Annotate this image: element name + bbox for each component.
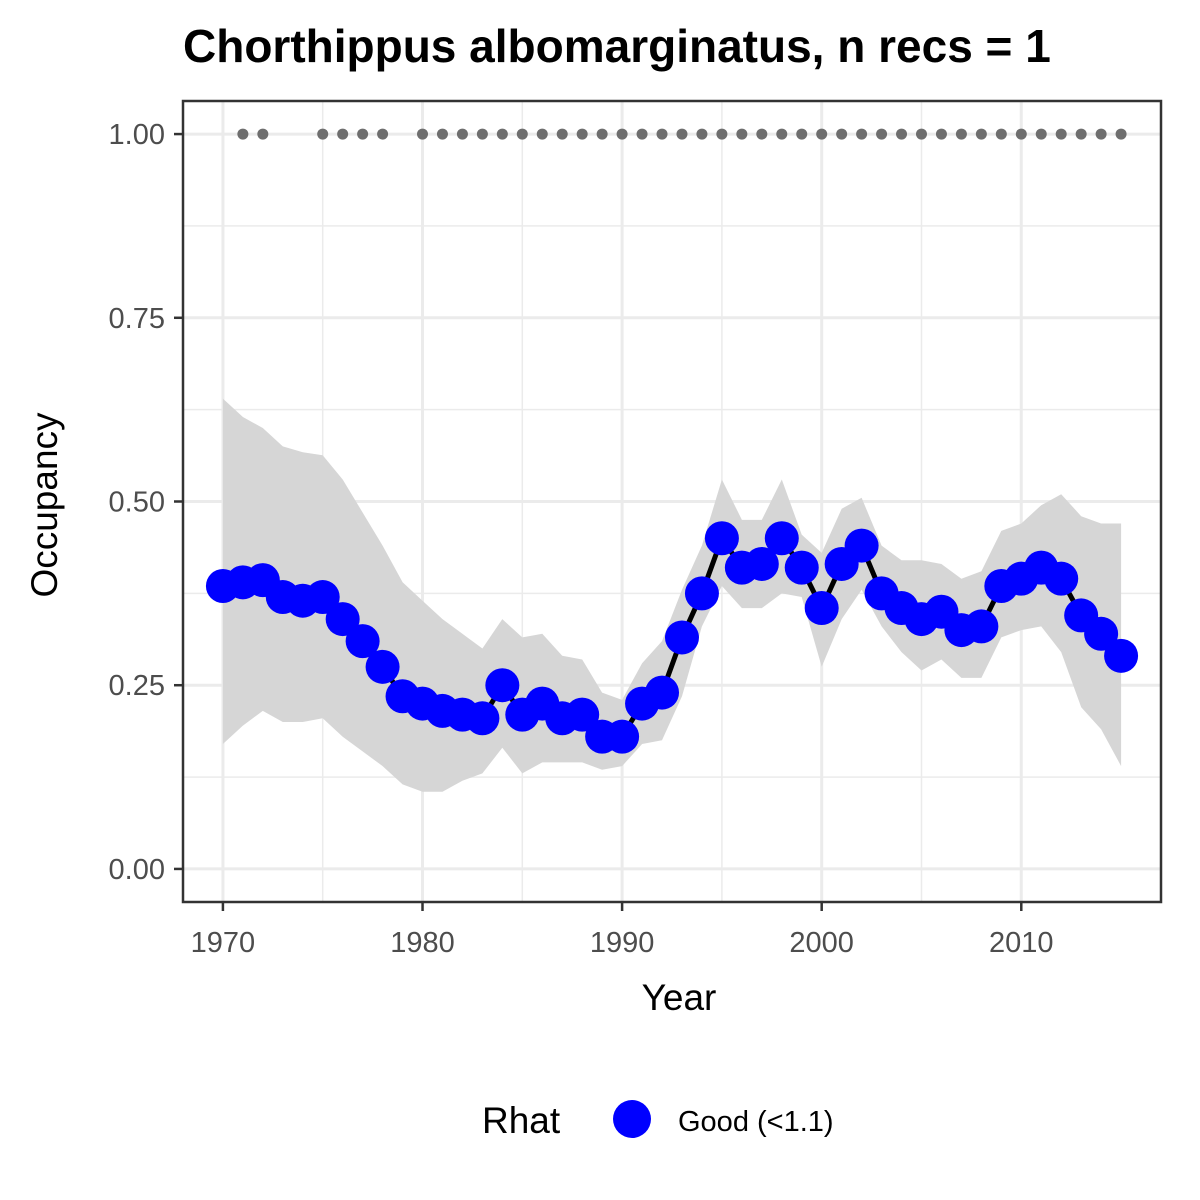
y-tick-label: 0.25 [109, 670, 165, 702]
record-point [1115, 128, 1127, 140]
record-point [756, 128, 768, 140]
record-point [1035, 128, 1047, 140]
occupancy-point [305, 580, 340, 615]
record-point [716, 128, 728, 140]
x-tick-label: 1970 [191, 927, 256, 959]
occupancy-point [804, 591, 839, 626]
x-axis-ticks: 1970 1980 1990 2000 2010 [191, 902, 1054, 959]
occupancy-point [345, 624, 380, 659]
occupancy-point [664, 620, 699, 655]
occupancy-point [645, 675, 680, 710]
record-point [776, 128, 788, 140]
legend-label-good: Good (<1.1) [678, 1106, 834, 1138]
record-point [636, 128, 648, 140]
record-point [1055, 128, 1067, 140]
records-points [237, 128, 1127, 140]
record-point [516, 128, 528, 140]
record-point [676, 128, 688, 140]
occupancy-point [325, 602, 360, 637]
occupancy-point [844, 528, 879, 563]
record-point [856, 128, 868, 140]
legend: Rhat Good (<1.1) [482, 1100, 834, 1141]
chart-title: Chorthippus albomarginatus, n recs = 1 [183, 20, 1051, 72]
occupancy-point [1044, 561, 1079, 596]
record-point [436, 128, 448, 140]
record-point [337, 128, 349, 140]
record-point [357, 128, 369, 140]
record-point [237, 128, 249, 140]
record-point [377, 128, 389, 140]
occupancy-point [485, 668, 520, 703]
y-axis-title: Occupancy [24, 412, 65, 598]
record-point [476, 128, 488, 140]
record-point [796, 128, 808, 140]
y-tick-label: 1.00 [109, 119, 165, 151]
record-point [417, 128, 429, 140]
y-axis-ticks: 0.00 0.25 0.50 0.75 1.00 [109, 119, 183, 886]
record-point [1095, 128, 1107, 140]
y-tick-label: 0.75 [109, 303, 165, 335]
x-tick-label: 1980 [390, 927, 455, 959]
x-tick-label: 2000 [789, 927, 854, 959]
occupancy-points [205, 521, 1139, 754]
record-point [995, 128, 1007, 140]
occupancy-point [365, 649, 400, 684]
record-point [876, 128, 888, 140]
record-point [1015, 128, 1027, 140]
occupancy-point [684, 576, 719, 611]
occupancy-point [1084, 616, 1119, 651]
record-point [496, 128, 508, 140]
x-tick-label: 1990 [590, 927, 655, 959]
record-point [556, 128, 568, 140]
record-point [915, 128, 927, 140]
record-point [456, 128, 468, 140]
record-point [317, 128, 329, 140]
credible-interval-ribbon [222, 398, 1122, 792]
record-point [1075, 128, 1087, 140]
occupancy-point [465, 701, 500, 736]
record-point [816, 128, 828, 140]
occupancy-point [565, 697, 600, 732]
occupancy-point [704, 521, 739, 556]
record-point [696, 128, 708, 140]
major-gridlines [183, 101, 1161, 902]
record-point [975, 128, 987, 140]
record-point [257, 128, 269, 140]
occupancy-point [764, 521, 799, 556]
record-point [836, 128, 848, 140]
record-point [935, 128, 947, 140]
record-point [536, 128, 548, 140]
record-point [576, 128, 588, 140]
occupancy-point [744, 546, 779, 581]
record-point [896, 128, 908, 140]
occupancy-point [784, 550, 819, 585]
y-tick-label: 0.50 [109, 487, 165, 519]
x-tick-label: 2010 [989, 927, 1054, 959]
y-tick-label: 0.00 [109, 854, 165, 886]
x-axis-title: Year [642, 977, 717, 1018]
record-point [736, 128, 748, 140]
occupancy-point [1104, 638, 1139, 673]
record-point [616, 128, 628, 140]
occupancy-point [964, 609, 999, 644]
occupancy-point [605, 719, 640, 754]
record-point [656, 128, 668, 140]
record-point [955, 128, 967, 140]
legend-title: Rhat [482, 1100, 561, 1141]
record-point [596, 128, 608, 140]
legend-key-good [613, 1100, 651, 1138]
